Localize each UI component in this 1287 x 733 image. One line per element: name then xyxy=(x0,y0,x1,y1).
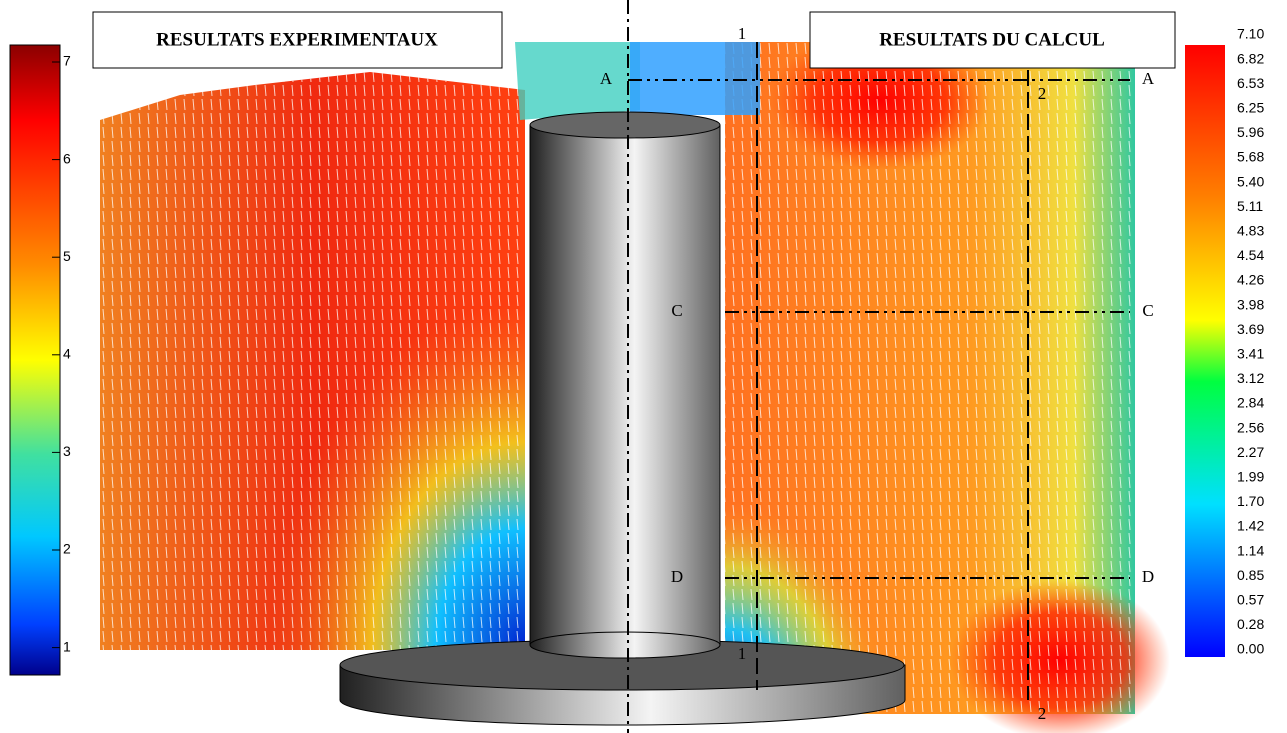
colorbar-label: 1.99 xyxy=(1237,469,1264,485)
section-label: 1 xyxy=(738,644,747,663)
title: RESULTATS EXPERIMENTAUX xyxy=(156,29,438,50)
cylinder-top xyxy=(529,111,721,139)
section-label: C xyxy=(671,301,682,320)
section-label: A xyxy=(600,69,613,88)
colorbar-label: 2.84 xyxy=(1237,395,1264,411)
experimental-top-flow xyxy=(515,42,640,120)
colorbar-label: 4.54 xyxy=(1237,247,1264,263)
section-label: 2 xyxy=(1038,84,1047,103)
colorbar-label: 0.57 xyxy=(1237,592,1264,608)
section-label: D xyxy=(1142,567,1154,586)
section-label: 2 xyxy=(1038,704,1047,723)
calculated-vectors xyxy=(725,42,1135,714)
colorbar-label: 6.53 xyxy=(1237,75,1264,91)
colorbar-label: 4.83 xyxy=(1237,223,1264,239)
colorbar-label: 3.41 xyxy=(1237,346,1264,362)
colorbar-label: 3.12 xyxy=(1237,370,1264,386)
colorbar-tick-label: 1 xyxy=(63,638,71,654)
section-label: D xyxy=(671,567,683,586)
colorbar-label: 1.14 xyxy=(1237,542,1264,558)
colorbar-label: 5.68 xyxy=(1237,149,1264,165)
cylinder xyxy=(529,124,721,646)
cylinder-bottom xyxy=(529,631,721,659)
title-box xyxy=(92,11,503,69)
title-box xyxy=(809,11,1176,69)
section-label: A xyxy=(1142,69,1155,88)
colorbar-label: 7.10 xyxy=(1237,26,1264,42)
section-lines xyxy=(627,0,1130,733)
calculated-top-flow xyxy=(630,42,760,115)
colorbar-tick-label: 2 xyxy=(63,541,71,557)
colorbar-label: 2.56 xyxy=(1237,419,1264,435)
left-colorbar xyxy=(9,44,61,676)
section-label: C xyxy=(1142,301,1153,320)
colorbar-label: 4.26 xyxy=(1237,272,1264,288)
title: RESULTATS DU CALCUL xyxy=(879,29,1105,50)
colorbar-label: 0.00 xyxy=(1237,641,1264,657)
colorbar-label: 0.85 xyxy=(1237,567,1264,583)
colorbar-tick-label: 4 xyxy=(63,346,71,362)
right-colorbar xyxy=(1185,45,1225,657)
section-label: 1 xyxy=(738,24,747,43)
colorbar-label: 5.11 xyxy=(1237,198,1263,214)
colorbar-tick-label: 7 xyxy=(63,53,71,69)
colorbar-tick-label: 6 xyxy=(63,150,71,166)
colorbar-label: 6.25 xyxy=(1237,100,1264,116)
colorbar-label: 2.27 xyxy=(1237,444,1264,460)
colorbar-label: 3.98 xyxy=(1237,296,1264,312)
colorbar-label: 3.69 xyxy=(1237,321,1264,337)
colorbar-tick-label: 3 xyxy=(63,443,71,459)
colorbar-label: 0.28 xyxy=(1237,616,1264,632)
colorbar-label: 5.40 xyxy=(1237,173,1264,189)
colorbar-label: 5.96 xyxy=(1237,124,1264,140)
colorbar-label: 1.70 xyxy=(1237,493,1264,509)
colorbar-tick-label: 5 xyxy=(63,248,71,264)
experimental-vectors xyxy=(100,72,525,650)
colorbar-label: 6.82 xyxy=(1237,50,1264,66)
colorbar-label: 1.42 xyxy=(1237,518,1264,534)
